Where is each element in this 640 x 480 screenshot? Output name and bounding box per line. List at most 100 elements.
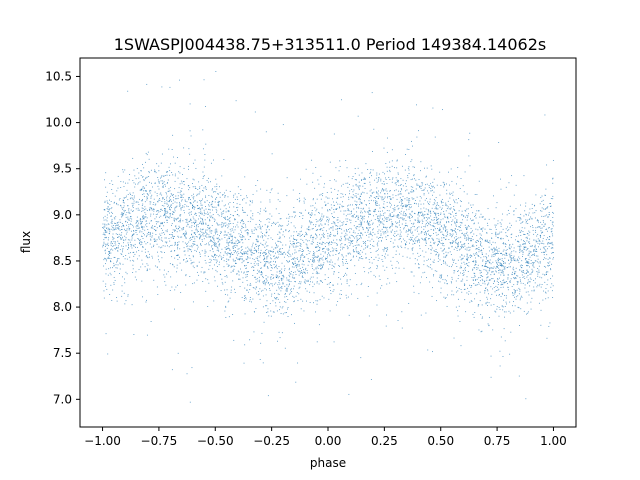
data-point	[502, 250, 504, 252]
data-point	[549, 322, 551, 324]
data-point	[360, 284, 362, 286]
data-point	[544, 251, 546, 253]
data-point	[519, 219, 521, 221]
data-point	[300, 255, 302, 256]
data-point	[108, 252, 110, 254]
data-point	[104, 230, 106, 231]
data-point	[514, 293, 516, 295]
data-point	[143, 190, 145, 192]
data-point	[357, 217, 359, 219]
data-point	[399, 220, 400, 222]
data-point	[113, 227, 115, 229]
data-point	[287, 308, 288, 310]
data-point	[380, 234, 382, 236]
data-point	[540, 210, 541, 212]
data-point	[337, 232, 339, 234]
data-point	[110, 241, 112, 243]
data-point	[352, 236, 354, 238]
data-point	[211, 240, 212, 242]
data-point	[394, 209, 396, 211]
data-point	[163, 205, 165, 207]
data-point	[133, 195, 135, 197]
data-point	[321, 264, 323, 266]
data-point	[213, 218, 215, 220]
data-point	[201, 239, 203, 240]
data-point	[349, 213, 351, 215]
data-point	[480, 242, 482, 244]
data-point	[161, 222, 163, 224]
data-point	[498, 233, 500, 235]
data-point	[461, 214, 463, 216]
data-point	[441, 201, 442, 203]
data-point	[363, 178, 365, 180]
data-point	[233, 268, 235, 270]
data-point	[322, 193, 324, 194]
data-point	[249, 300, 251, 302]
data-point	[443, 253, 445, 255]
data-point	[467, 256, 469, 258]
data-point	[239, 258, 240, 260]
data-point	[274, 283, 275, 285]
data-point	[164, 281, 166, 283]
data-point	[534, 282, 536, 284]
data-point	[503, 328, 505, 330]
data-point	[360, 250, 362, 252]
data-point	[386, 217, 388, 219]
data-point	[254, 276, 256, 278]
data-point	[185, 261, 187, 263]
data-point	[439, 229, 441, 231]
data-point	[172, 211, 174, 213]
data-point	[293, 207, 295, 208]
data-point	[278, 266, 280, 267]
data-point	[188, 221, 190, 223]
data-point	[526, 276, 528, 278]
data-point	[405, 185, 407, 187]
data-point	[531, 271, 533, 273]
data-point	[212, 209, 213, 211]
data-point	[193, 193, 194, 195]
data-point	[257, 256, 259, 258]
data-point	[269, 201, 271, 203]
data-point	[485, 266, 487, 267]
data-point	[380, 192, 381, 194]
data-point	[110, 222, 112, 224]
data-point	[504, 254, 506, 256]
data-point	[263, 259, 264, 261]
data-point	[534, 278, 536, 280]
data-point	[162, 186, 164, 188]
data-point	[533, 255, 535, 256]
data-point	[250, 201, 251, 202]
data-point	[534, 204, 536, 206]
data-point	[184, 200, 186, 202]
data-point	[381, 183, 383, 185]
data-point	[441, 225, 443, 227]
data-point	[293, 211, 295, 213]
data-point	[370, 379, 372, 380]
data-point	[119, 263, 121, 265]
data-point	[160, 235, 162, 237]
data-point	[117, 227, 118, 229]
data-point	[322, 266, 324, 268]
data-point	[450, 168, 452, 170]
data-point	[186, 225, 188, 227]
data-point	[296, 199, 298, 201]
data-point	[199, 238, 200, 240]
data-point	[120, 234, 122, 236]
data-point	[428, 223, 430, 225]
data-point	[347, 205, 349, 207]
data-point	[525, 249, 527, 251]
data-point	[247, 261, 249, 263]
data-point	[550, 286, 552, 288]
data-point	[546, 254, 548, 256]
data-point	[290, 288, 292, 290]
data-point	[179, 220, 181, 222]
data-point	[125, 245, 127, 247]
data-point	[122, 169, 124, 171]
data-point	[384, 189, 386, 191]
data-point	[414, 229, 416, 231]
data-point	[103, 241, 105, 243]
data-point	[369, 172, 371, 174]
data-point	[547, 262, 549, 264]
data-point	[251, 200, 253, 202]
data-point	[176, 198, 178, 200]
